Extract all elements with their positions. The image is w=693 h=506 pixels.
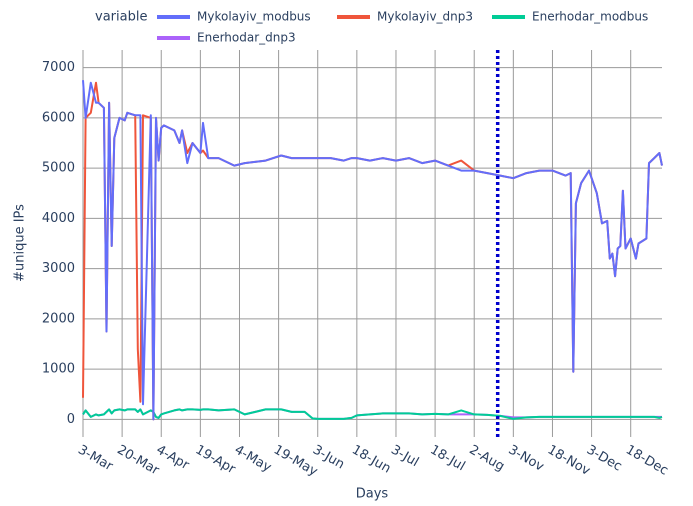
y-tick-label: 4000 bbox=[42, 211, 75, 226]
x-tick-label: 18-Dec bbox=[623, 443, 671, 479]
y-tick-label: 0 bbox=[67, 412, 75, 427]
x-tick-label: 3-Nov bbox=[506, 443, 547, 475]
legend-label: Mykolayiv_modbus bbox=[197, 10, 311, 24]
series-line bbox=[82, 408, 663, 420]
x-tick-label: 3-Jul bbox=[388, 443, 421, 471]
x-tick-label: 18-Jun bbox=[349, 443, 393, 477]
y-tick-label: 6000 bbox=[42, 110, 75, 125]
x-tick-label: 3-Mar bbox=[75, 443, 116, 475]
x-tick-label: 4-May bbox=[232, 443, 274, 476]
legend-label: Enerhodar_modbus bbox=[532, 10, 648, 24]
x-tick-label: 18-Jul bbox=[427, 443, 467, 475]
y-axis-title: #unique IPs bbox=[13, 204, 28, 282]
legend-label: Mykolayiv_dnp3 bbox=[377, 10, 473, 24]
y-tick-label: 5000 bbox=[42, 161, 75, 176]
series-line bbox=[82, 80, 663, 421]
y-tick-label: 2000 bbox=[42, 311, 75, 326]
legend-label: Enerhodar_dnp3 bbox=[197, 31, 296, 45]
x-tick-label: 19-Apr bbox=[193, 443, 239, 478]
legend-title: variable bbox=[95, 10, 147, 25]
x-axis-title: Days bbox=[356, 487, 389, 502]
x-tick-label: 2-Aug bbox=[466, 443, 506, 475]
y-tick-label: 3000 bbox=[42, 261, 75, 276]
x-tick-label: 20-Mar bbox=[114, 443, 162, 479]
y-tick-label: 1000 bbox=[42, 362, 75, 377]
x-tick-label: 19-May bbox=[271, 443, 320, 480]
x-tick-label: 18-Nov bbox=[545, 443, 593, 479]
y-tick-label: 7000 bbox=[42, 60, 75, 75]
